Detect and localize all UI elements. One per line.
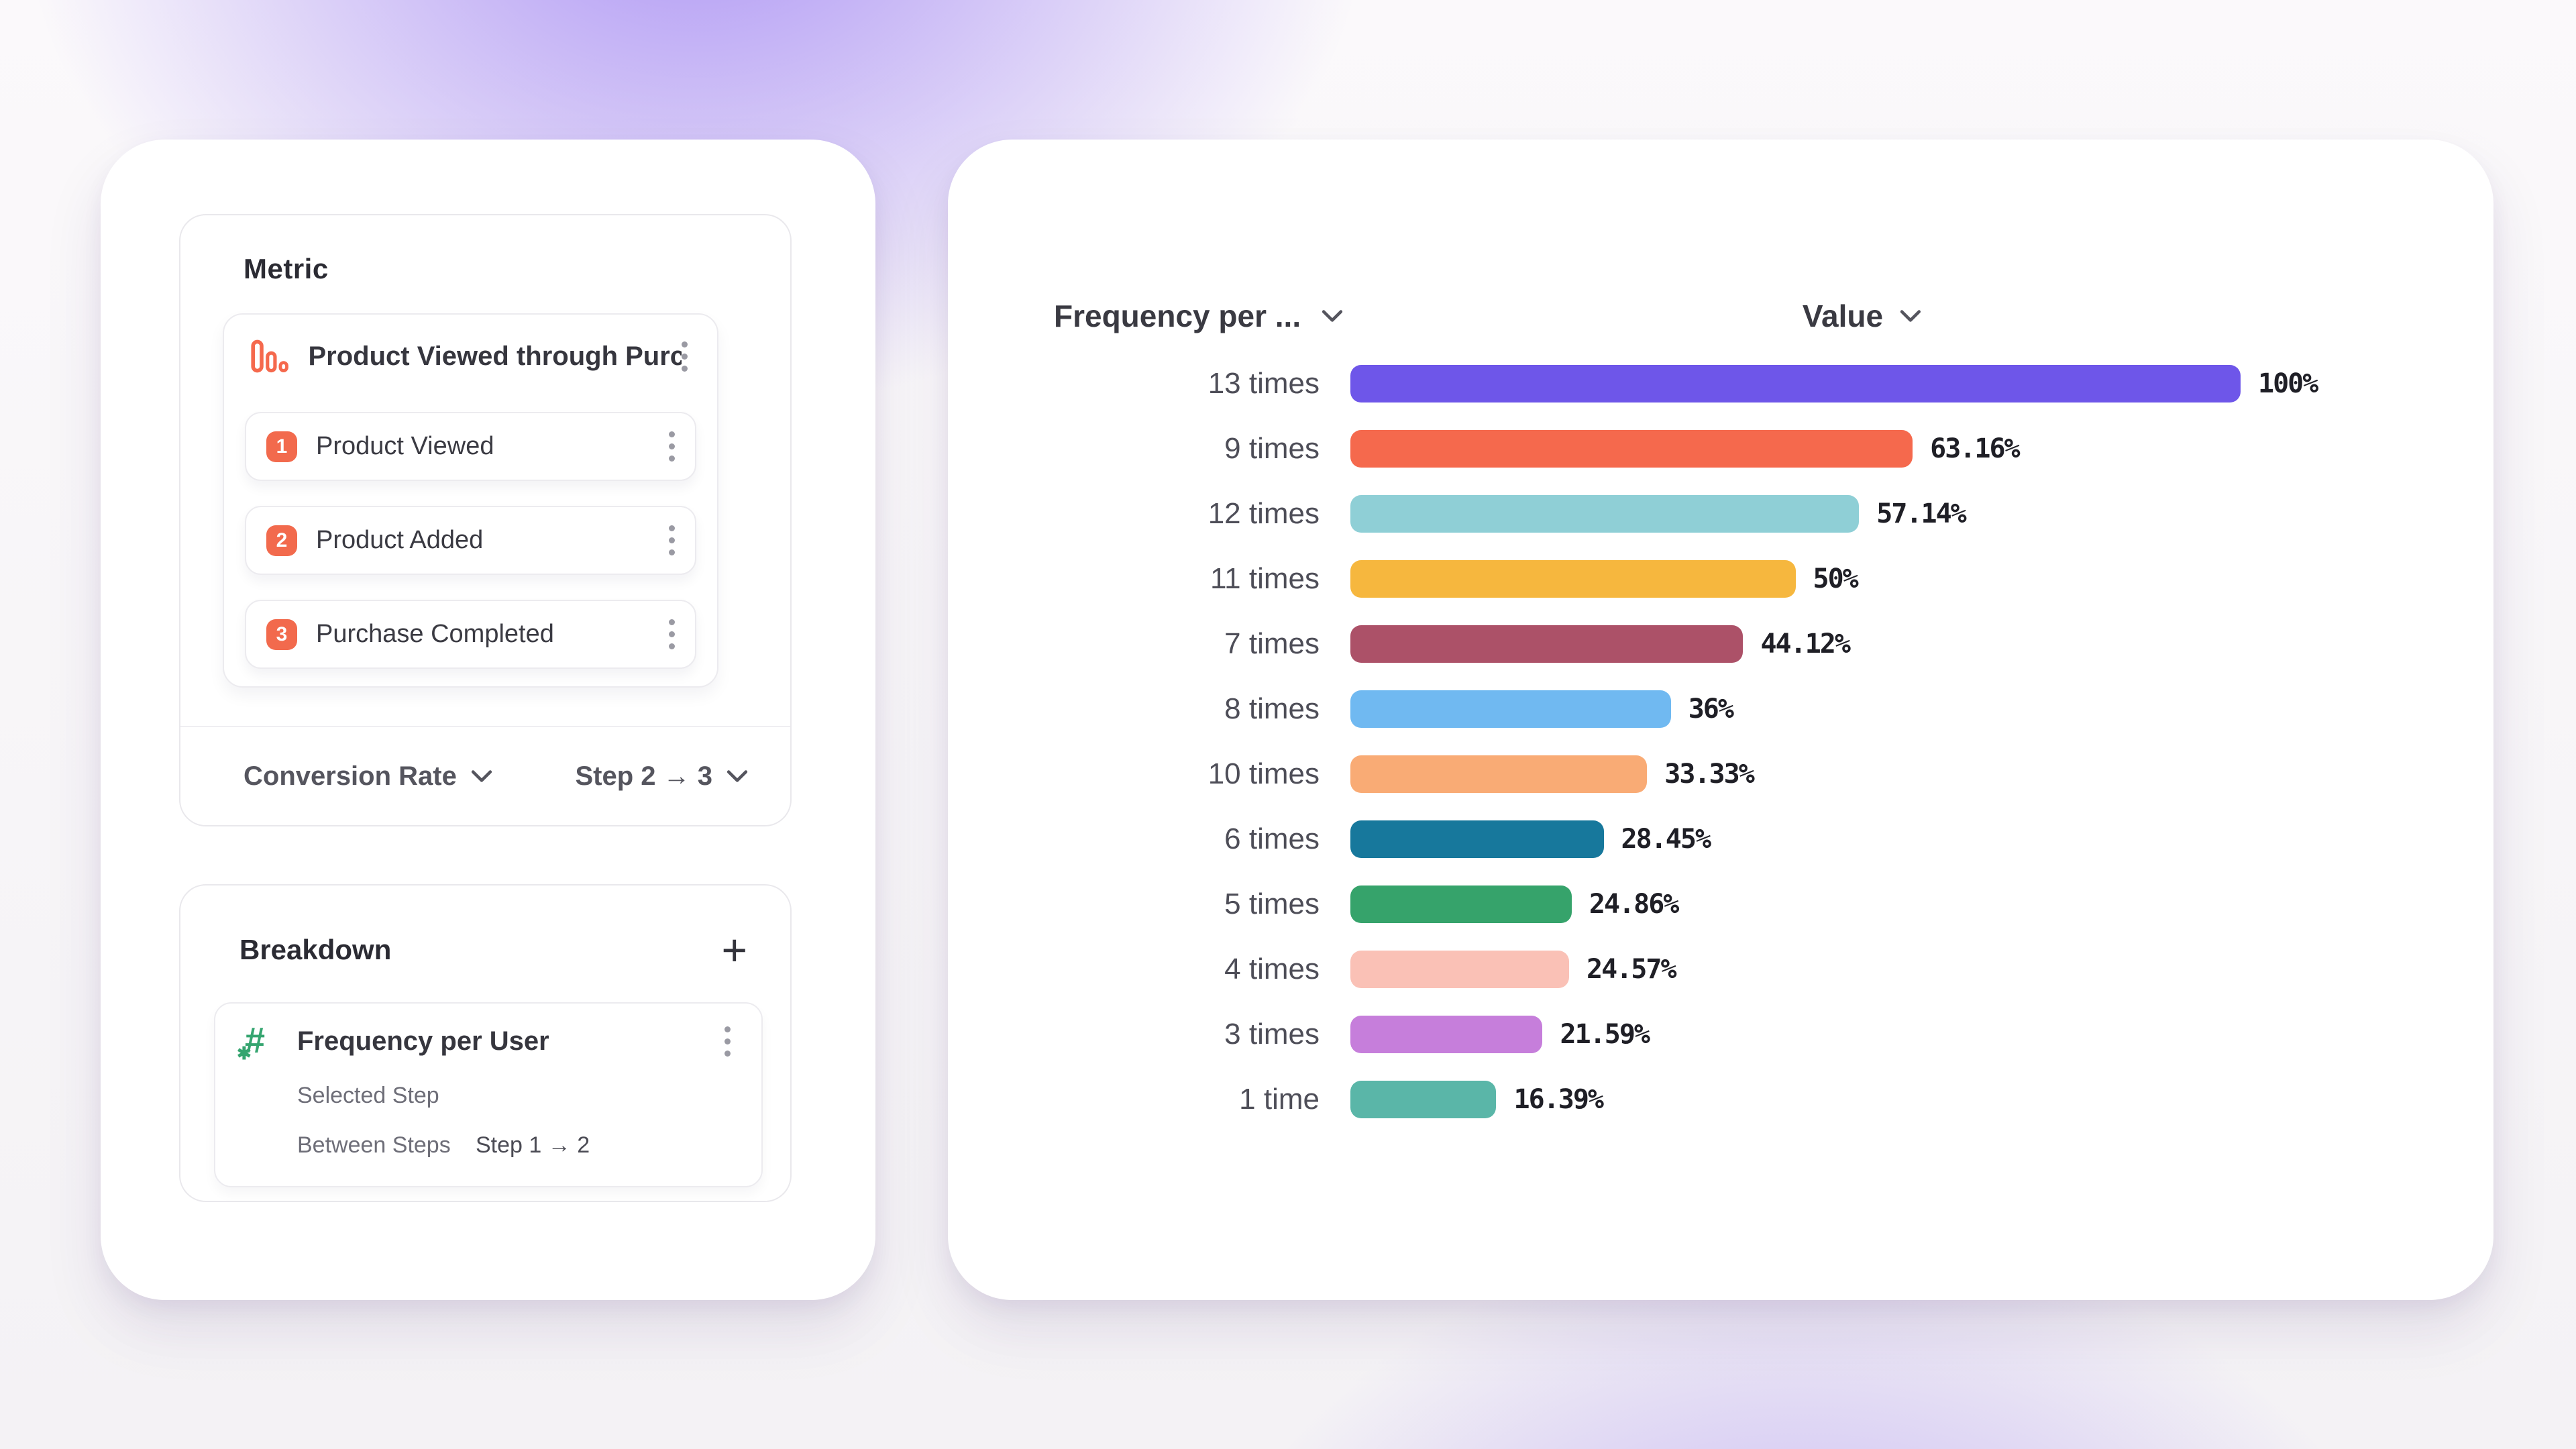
bar-value-label: 24.57%	[1587, 953, 1676, 985]
bar-value-label: 33.33%	[1664, 758, 1754, 790]
bar-value-label: 16.39%	[1513, 1083, 1603, 1115]
chevron-down-icon	[1322, 310, 1343, 322]
hash-star-icon: # ✱	[237, 1020, 266, 1063]
kebab-menu-icon[interactable]	[724, 1026, 731, 1057]
chart-column-dropdown-frequency[interactable]: Frequency per ...	[1054, 298, 1344, 334]
step-range-dropdown[interactable]: Step 2 → 3	[575, 761, 749, 792]
bar-category-label: 11 times	[1210, 561, 1320, 595]
step-range-label: Step 2 → 3	[575, 761, 712, 791]
breakdown-header: Breakdown +	[180, 924, 790, 975]
bar-value-label: 63.16%	[1930, 433, 2020, 464]
bar-category-label: 6 times	[1224, 822, 1320, 855]
query-builder-card: Metric Product Viewed through Purch... 1…	[101, 140, 875, 1300]
breakdown-panel: Breakdown + # ✱ Frequency per User Select…	[179, 884, 792, 1202]
chevron-down-icon	[727, 770, 748, 782]
chart-row: 12 times 57.14%	[948, 481, 2493, 546]
bar[interactable]	[1350, 690, 1671, 728]
chevron-down-icon	[1900, 310, 1921, 322]
bar-category-label: 7 times	[1224, 627, 1320, 660]
star-glyph: ✱	[237, 1043, 252, 1063]
bar-category-label: 5 times	[1224, 887, 1320, 920]
funnel-metric-title: Product Viewed through Purch...	[308, 341, 682, 371]
step-number-badge: 3	[266, 619, 297, 650]
step-label: Product Viewed	[316, 432, 494, 460]
funnel-step-1[interactable]: 1 Product Viewed	[245, 412, 696, 481]
chart-row: 10 times 33.33%	[948, 741, 2493, 806]
conversion-rate-dropdown[interactable]: Conversion Rate	[244, 761, 493, 792]
funnel-bars-icon	[251, 339, 288, 373]
bar-value-label: 28.45%	[1621, 823, 1711, 855]
bar-category-label: 9 times	[1224, 431, 1320, 465]
kebab-menu-icon[interactable]	[669, 619, 675, 649]
step-number-badge: 2	[266, 525, 297, 556]
chart-left-column-label: Frequency per ...	[1054, 299, 1301, 333]
selected-step-label: Selected Step	[297, 1083, 439, 1108]
bar-value-label: 57.14%	[1876, 498, 1966, 529]
metric-panel-title: Metric	[244, 253, 329, 284]
chart-card: Frequency per ... Value 13 times 100% 9 ti…	[948, 140, 2493, 1300]
funnel-step-2[interactable]: 2 Product Added	[245, 506, 696, 575]
chart-row: 8 times 36%	[948, 676, 2493, 741]
bar-category-label: 3 times	[1224, 1017, 1320, 1051]
kebab-menu-icon[interactable]	[669, 525, 675, 555]
chart-row: 6 times 28.45%	[948, 806, 2493, 871]
bar-value-label: 21.59%	[1560, 1018, 1650, 1050]
chart-row: 1 time 16.39%	[948, 1067, 2493, 1132]
step-label: Product Added	[316, 526, 484, 554]
bar[interactable]	[1350, 364, 2241, 402]
step-number-badge: 1	[266, 431, 297, 462]
conversion-rate-label: Conversion Rate	[244, 761, 457, 791]
chart-row: 4 times 24.57%	[948, 936, 2493, 1002]
breakdown-item-card[interactable]: # ✱ Frequency per User Selected Step Betw…	[214, 1002, 763, 1187]
chart-column-dropdown-value[interactable]: Value	[1803, 298, 1922, 334]
bar-value-label: 100%	[2258, 368, 2318, 399]
between-steps-label: Between Steps	[297, 1132, 451, 1158]
funnel-metric-header[interactable]: Product Viewed through Purch...	[224, 329, 717, 383]
bar[interactable]	[1350, 429, 1913, 468]
bar[interactable]	[1350, 1080, 1497, 1118]
bar-value-label: 44.12%	[1760, 628, 1850, 659]
bar[interactable]	[1350, 625, 1743, 663]
kebab-menu-icon[interactable]	[682, 341, 688, 372]
bar[interactable]	[1350, 820, 1604, 858]
bar[interactable]	[1350, 1015, 1543, 1053]
bar-value-label: 36%	[1688, 693, 1734, 724]
chart-row: 11 times 50%	[948, 546, 2493, 611]
bar-chart: 13 times 100% 9 times 63.16% 12 times 57.14% 1…	[948, 351, 2493, 1132]
chevron-down-icon	[471, 770, 492, 782]
metric-panel: Metric Product Viewed through Purch... 1…	[179, 214, 792, 826]
bar-value-label: 50%	[1813, 563, 1859, 594]
funnel-step-3[interactable]: 3 Purchase Completed	[245, 600, 696, 669]
bar-category-label: 13 times	[1208, 366, 1320, 400]
chart-row: 9 times 63.16%	[948, 416, 2493, 481]
bar-category-label: 12 times	[1208, 496, 1320, 530]
bar-value-label: 24.86%	[1589, 888, 1679, 920]
bar-category-label: 4 times	[1224, 952, 1320, 985]
chart-row: 3 times 21.59%	[948, 1002, 2493, 1067]
bar[interactable]	[1350, 559, 1796, 598]
bar-category-label: 10 times	[1208, 757, 1320, 790]
between-steps-value[interactable]: Step 1 → 2	[476, 1132, 590, 1158]
metric-footer-divider	[180, 726, 790, 727]
kebab-menu-icon[interactable]	[669, 431, 675, 462]
bar[interactable]	[1350, 755, 1648, 793]
bar[interactable]	[1350, 885, 1572, 923]
step-label: Purchase Completed	[316, 620, 554, 648]
chart-row: 13 times 100%	[948, 351, 2493, 416]
chart-right-column-label: Value	[1802, 299, 1884, 333]
bar[interactable]	[1350, 950, 1570, 988]
chart-row: 5 times 24.86%	[948, 871, 2493, 936]
breakdown-title: Breakdown	[239, 934, 392, 965]
funnel-metric-card[interactable]: Product Viewed through Purch... 1 Produc…	[223, 313, 718, 688]
add-breakdown-button[interactable]: +	[721, 925, 747, 975]
bar[interactable]	[1350, 494, 1860, 533]
chart-row: 7 times 44.12%	[948, 611, 2493, 676]
breakdown-item-title: Frequency per User	[297, 1026, 549, 1056]
bar-category-label: 8 times	[1224, 692, 1320, 725]
bar-category-label: 1 time	[1239, 1082, 1320, 1116]
metric-footer: Conversion Rate Step 2 → 3	[180, 727, 790, 825]
